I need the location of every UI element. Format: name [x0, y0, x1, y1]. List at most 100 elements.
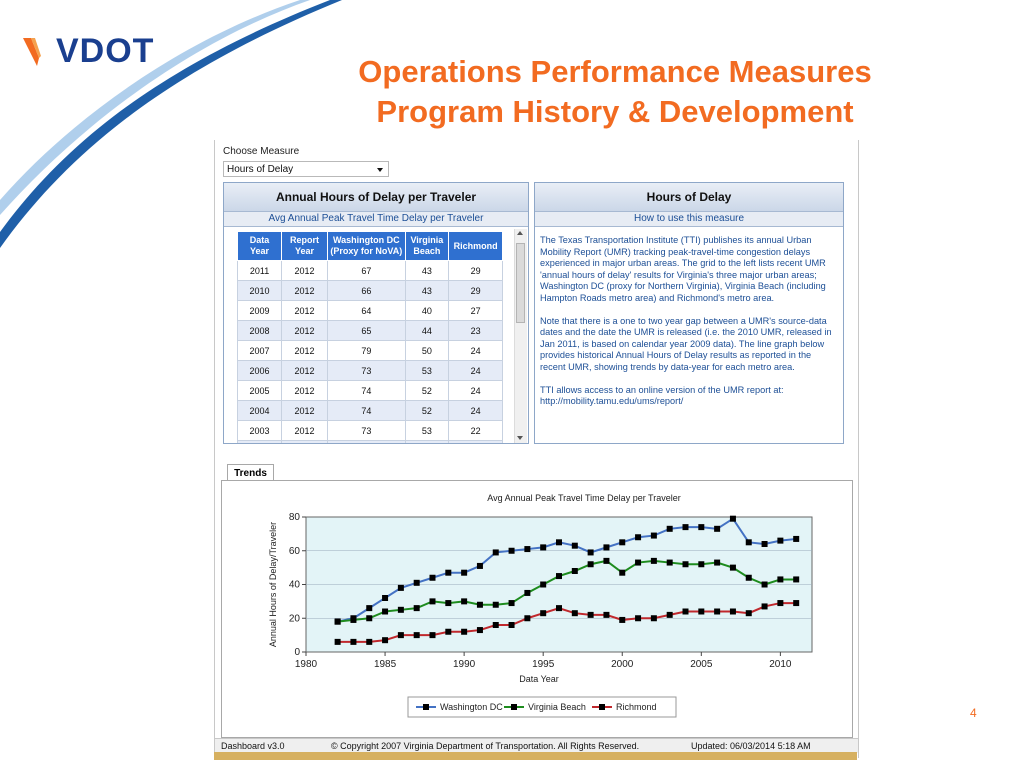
legend-label: Washington DC — [440, 702, 503, 712]
footer-copyright: © Copyright 2007 Virginia Department of … — [331, 741, 640, 751]
data-point — [492, 549, 499, 556]
data-point — [635, 615, 642, 622]
cell-data-year: 2009 — [236, 300, 283, 321]
data-point — [793, 600, 800, 607]
table-row[interactable]: 2003 2012 73 53 22 — [236, 420, 503, 441]
tab-trends[interactable]: Trends — [227, 464, 274, 482]
cell-virginia-beach: 43 — [404, 260, 450, 281]
data-point — [540, 581, 547, 588]
cell-data-year: 2002 — [236, 440, 283, 443]
data-point — [650, 557, 657, 564]
measure-select[interactable]: Hours of Delay — [223, 161, 389, 177]
cell-richmond: 24 — [448, 380, 503, 401]
table-header-row: Data Year Report Year Washington DC (Pro… — [236, 231, 503, 261]
table-row[interactable]: 20022012695420 — [236, 440, 503, 443]
measure-description: The Texas Transportation Institute (TTI)… — [540, 235, 839, 419]
hours-of-delay-table: Data Year Report Year Washington DC (Pro… — [236, 231, 503, 443]
data-point — [571, 542, 578, 549]
data-point — [556, 539, 562, 546]
cell-richmond: 24 — [448, 360, 503, 381]
cell-report-year: 2012 — [281, 400, 329, 421]
table-body: 2011 2012 67 43 29 2010 2012 66 43 29 2009 2012 64 40… — [236, 260, 503, 443]
data-point — [445, 600, 452, 607]
table-row[interactable]: 2009 2012 64 40 27 — [236, 300, 503, 321]
slide-title-line-1: Operations Performance Measures — [358, 54, 872, 89]
trends-chart-container: Avg Annual Peak Travel Time Delay per Tr… — [221, 480, 853, 738]
cell-virginia-beach: 54 — [404, 440, 450, 443]
table-scrollbar[interactable] — [514, 229, 527, 443]
data-point — [524, 589, 531, 596]
data-point — [571, 610, 578, 617]
data-point — [603, 557, 610, 564]
cell-virginia-beach: 44 — [404, 320, 450, 341]
data-point — [413, 632, 420, 639]
choose-measure-label: Choose Measure — [223, 146, 300, 157]
measure-select-value: Hours of Delay — [227, 164, 294, 175]
table-row[interactable]: 2006 2012 73 53 24 — [236, 360, 503, 381]
data-point — [666, 525, 673, 532]
data-point — [366, 615, 373, 622]
table-row[interactable]: 2011 2012 67 43 29 — [236, 260, 503, 281]
data-point — [556, 605, 562, 612]
page-number: 4 — [970, 706, 977, 720]
chart-legend — [407, 696, 677, 718]
x-tick-label: 2000 — [611, 659, 634, 670]
cell-richmond: 27 — [448, 300, 503, 321]
column-header-richmond[interactable]: Richmond — [448, 231, 503, 261]
data-point — [587, 549, 594, 556]
column-header-report-year[interactable]: Report Year — [281, 231, 329, 261]
scroll-down-arrow-icon[interactable] — [517, 436, 523, 440]
legend-label: Virginia Beach — [528, 702, 586, 712]
how-to-use-link[interactable]: How to use this measure — [535, 212, 843, 227]
cell-data-year: 2004 — [236, 400, 283, 421]
cell-data-year: 2007 — [236, 340, 283, 361]
cell-richmond: 20 — [448, 440, 503, 443]
column-header-virginia-beach[interactable]: Virginia Beach — [404, 231, 450, 261]
measure-info-panel: Hours of Delay How to use this measure T… — [534, 182, 844, 444]
table-row[interactable]: 2004 2012 74 52 24 — [236, 400, 503, 421]
data-point — [476, 562, 483, 569]
cell-washington-dc: 69 — [327, 440, 406, 443]
chevron-down-icon[interactable] — [377, 168, 383, 172]
column-header-washington-dc[interactable]: Washington DC (Proxy for NoVA) — [327, 231, 406, 261]
cell-report-year: 2012 — [281, 380, 329, 401]
x-axis-label: Data Year — [519, 674, 559, 684]
hours-table-panel-subtitle[interactable]: Avg Annual Peak Travel Time Delay per Tr… — [224, 212, 528, 227]
data-point — [745, 610, 752, 617]
cell-washington-dc: 67 — [327, 260, 406, 281]
cell-richmond: 29 — [448, 260, 503, 281]
cell-report-year: 2012 — [281, 260, 329, 281]
scroll-thumb[interactable] — [516, 243, 525, 323]
hours-table-scroll-area[interactable]: Data Year Report Year Washington DC (Pro… — [224, 229, 528, 443]
data-point — [745, 574, 752, 581]
vdot-logo-mark-icon — [23, 37, 41, 66]
data-point — [777, 537, 784, 544]
cell-virginia-beach: 50 — [404, 340, 450, 361]
description-paragraph-2: Note that there is a one to two year gap… — [540, 315, 832, 372]
cell-richmond: 22 — [448, 420, 503, 441]
table-row[interactable]: 2008 2012 65 44 23 — [236, 320, 503, 341]
scroll-up-arrow-icon[interactable] — [517, 231, 523, 235]
data-point — [413, 579, 420, 586]
x-tick-label: 2005 — [690, 659, 713, 670]
data-point — [413, 605, 420, 612]
data-point — [777, 576, 784, 583]
data-point — [476, 601, 483, 608]
data-point — [397, 632, 404, 639]
legend-swatch-marker — [511, 704, 517, 710]
table-row[interactable]: 2010 2012 66 43 29 — [236, 280, 503, 301]
cell-data-year: 2006 — [236, 360, 283, 381]
table-row[interactable]: 2005 2012 74 52 24 — [236, 380, 503, 401]
data-point — [761, 603, 768, 610]
legend-label: Richmond — [616, 702, 657, 712]
column-header-data-year[interactable]: Data Year — [236, 231, 283, 261]
data-point — [793, 535, 800, 542]
data-point — [698, 608, 705, 615]
table-row[interactable]: 2007 2012 79 50 24 — [236, 340, 503, 361]
cell-data-year: 2008 — [236, 320, 283, 341]
cell-richmond: 23 — [448, 320, 503, 341]
data-point — [714, 525, 721, 532]
cell-washington-dc: 73 — [327, 420, 406, 441]
data-point — [429, 574, 436, 581]
data-point — [524, 615, 531, 622]
